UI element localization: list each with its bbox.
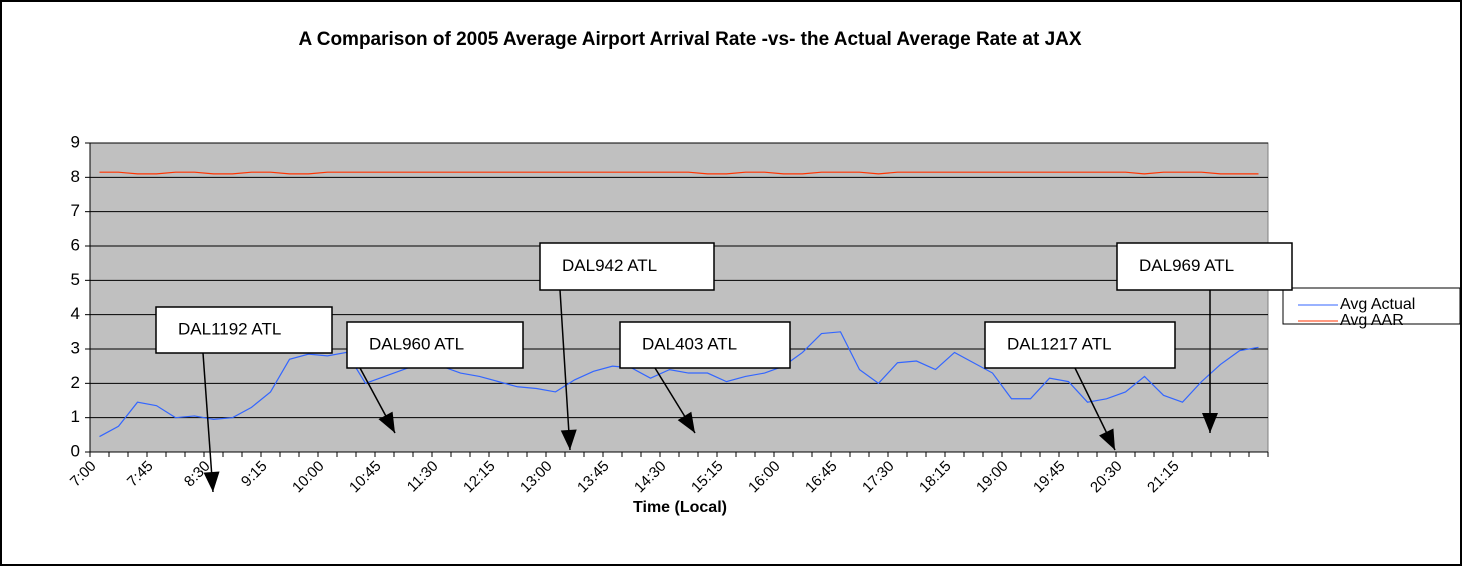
x-tick-label: 9:15 — [238, 458, 271, 491]
y-tick-label: 3 — [71, 338, 80, 357]
annotation: DAL969 ATL — [1116, 242, 1293, 433]
y-tick-label: 9 — [71, 132, 80, 151]
x-tick-label: 20:30 — [1087, 458, 1126, 497]
annotation: DAL403 ATL — [619, 321, 791, 434]
annotation-box — [1116, 242, 1293, 291]
annotation: DAL942 ATL — [539, 242, 715, 451]
annotation-arrow — [559, 289, 571, 451]
y-tick-label: 2 — [71, 373, 80, 392]
x-tick-label: 13:00 — [517, 458, 556, 497]
annotation-text: DAL942 ATL — [562, 256, 657, 275]
y-tick-label: 6 — [71, 235, 80, 254]
x-tick-label: 19:45 — [1030, 458, 1069, 497]
annotation-text: DAL1192 ATL — [178, 319, 281, 338]
x-tick-label: 11:30 — [404, 458, 442, 496]
annotation-box — [539, 242, 715, 291]
x-tick-label: 19:00 — [973, 458, 1012, 497]
plot-area — [89, 142, 1269, 453]
x-tick-label: 15:15 — [688, 458, 727, 497]
y-tick-label: 0 — [71, 441, 80, 460]
chart-title: A Comparison of 2005 Average Airport Arr… — [298, 29, 1082, 50]
annotation-text: DAL960 ATL — [369, 334, 464, 353]
x-tick-label: 10:00 — [289, 458, 328, 497]
annotation-text: DAL1217 ATL — [1007, 334, 1112, 353]
annotation: DAL960 ATL — [346, 321, 524, 434]
annotation-text: DAL403 ATL — [642, 334, 737, 353]
y-tick-label: 5 — [71, 270, 80, 289]
x-tick-label: 14:30 — [631, 458, 670, 497]
x-tick-label: 17:30 — [859, 458, 898, 497]
annotation-text: DAL969 ATL — [1139, 256, 1234, 275]
annotation-arrowhead — [560, 429, 577, 450]
x-axis-label: Time (Local) — [633, 499, 727, 516]
x-tick-label: 7:45 — [124, 458, 157, 491]
x-tick-label: 16:45 — [802, 458, 841, 497]
x-tick-label: 10:45 — [346, 458, 385, 497]
x-tick-label: 13:45 — [574, 458, 613, 497]
annotation-arrowhead — [1099, 428, 1115, 450]
legend-box — [1282, 287, 1461, 325]
series-line — [99, 171, 1259, 175]
y-tick-label: 1 — [71, 407, 80, 426]
annotation-box — [155, 306, 333, 354]
annotation-arrowhead — [1202, 413, 1218, 433]
series-line — [99, 331, 1259, 438]
annotation-box — [619, 321, 791, 369]
y-tick-label: 7 — [71, 201, 80, 220]
y-tick-label: 4 — [71, 304, 80, 323]
annotation-box — [984, 321, 1176, 369]
x-tick-label: 16:00 — [745, 458, 784, 497]
x-tick-label: 18:15 — [916, 458, 955, 497]
annotation: DAL1192 ATL — [155, 306, 333, 493]
x-tick-label: 7:00 — [67, 458, 100, 491]
x-tick-label: 21:15 — [1144, 458, 1183, 497]
legend-label: Avg AAR — [1340, 312, 1404, 329]
annotation-arrow — [202, 352, 214, 493]
annotation-box — [346, 321, 524, 369]
annotation-arrowhead — [378, 411, 395, 433]
annotation-arrowhead — [677, 411, 695, 433]
x-tick-label: 12:15 — [460, 458, 499, 497]
annotation: DAL1217 ATL — [984, 321, 1176, 451]
y-tick-label: 8 — [71, 167, 80, 186]
legend-label: Avg Actual — [1340, 296, 1415, 313]
annotation-arrowhead — [203, 471, 220, 492]
